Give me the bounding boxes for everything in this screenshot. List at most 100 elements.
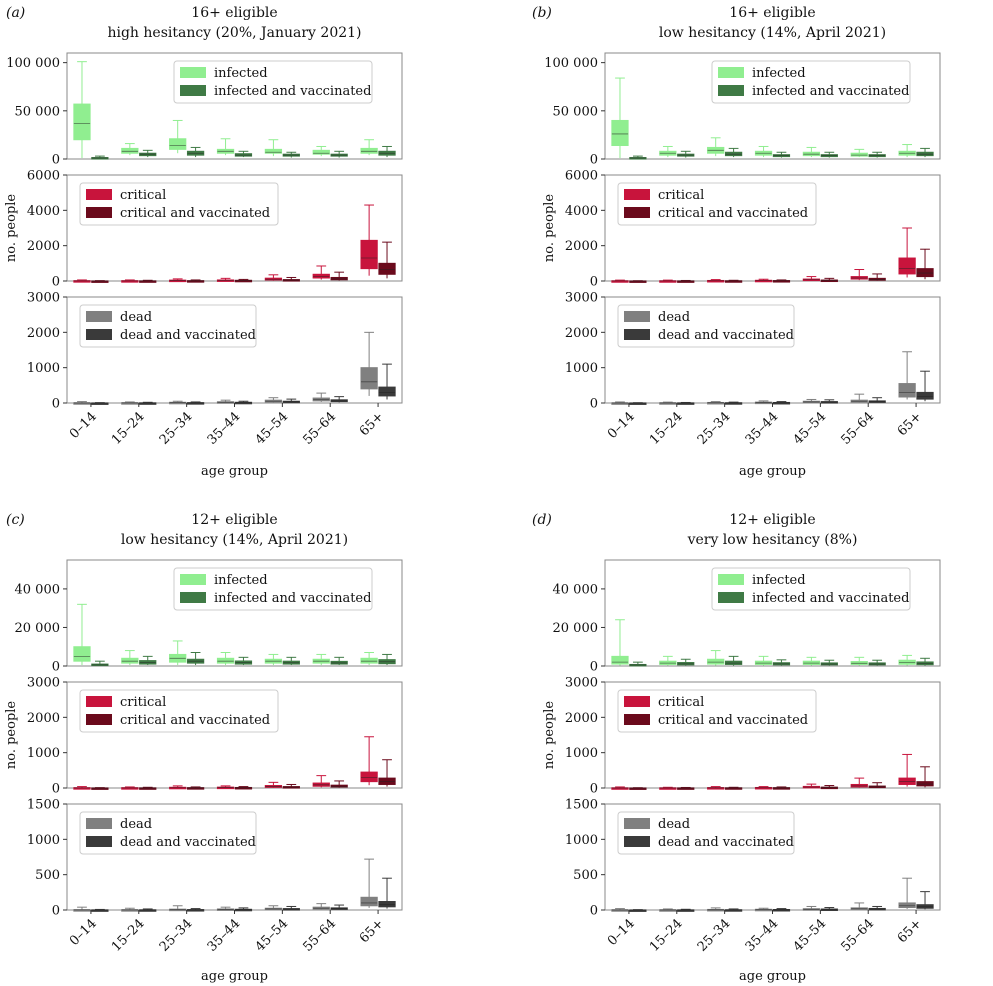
y-tick-label: 2000 [565, 326, 598, 341]
x-tick-label: 15–24 [647, 916, 686, 955]
y-tick-label: 4000 [27, 204, 60, 219]
row-infected: 0 50 000 100 000 infected infected and vacci… [6, 52, 403, 168]
y-tick-label: 2000 [27, 239, 60, 254]
box [360, 147, 378, 154]
legend: infected infected and vaccinated [711, 567, 911, 611]
legend: infected infected and vaccinated [711, 60, 911, 104]
y-tick-label: 50 000 [15, 104, 61, 119]
y-tick-label: 1000 [565, 833, 598, 848]
box [378, 386, 396, 397]
legend-swatch [180, 592, 206, 603]
legend-label: critical and vaccinated [658, 206, 808, 221]
y-tick-label: 1500 [565, 798, 598, 813]
box [73, 646, 91, 662]
legend-label: dead [120, 310, 152, 325]
x-tick-label: 25–34 [695, 409, 734, 448]
row-critical: 0 2000 4000 6000 critical critical and vaccin… [27, 169, 403, 290]
box [850, 152, 868, 157]
legend-swatch [624, 207, 650, 218]
box [360, 896, 378, 907]
axes-frame [66, 681, 403, 789]
legend-label: critical and vaccinated [120, 713, 270, 728]
series-dead-vaccinated [629, 370, 934, 405]
x-tick-label: 0–14 [67, 916, 100, 949]
y-tick-label: 3000 [27, 676, 60, 691]
legend-label: dead [658, 310, 690, 325]
y-tick-label: 6000 [565, 169, 598, 184]
legend-label: dead and vaccinated [658, 835, 794, 850]
y-axis-label: no. people [542, 701, 557, 770]
legend: dead dead and vaccinated [79, 811, 257, 855]
box [916, 268, 934, 278]
x-tick-label: 35–44 [205, 916, 244, 955]
series-critical-vaccinated [91, 241, 396, 283]
panel-letter: (a) [6, 5, 25, 21]
x-tick-label: 25–34 [157, 409, 196, 448]
legend-frame [173, 567, 373, 611]
legend-label: infected and vaccinated [214, 84, 371, 99]
legend: dead dead and vaccinated [617, 811, 795, 855]
y-tick-label: 1000 [27, 833, 60, 848]
legend-frame [79, 689, 279, 733]
legend-swatch [86, 836, 112, 847]
legend-swatch [624, 329, 650, 340]
series-dead-vaccinated [91, 363, 396, 405]
box [916, 391, 934, 400]
x-tick-label: 55–64 [838, 916, 877, 955]
box [360, 771, 378, 783]
legend-label: dead [658, 817, 690, 832]
series-critical-vaccinated [629, 248, 934, 283]
y-tick-label: 1000 [27, 361, 60, 376]
legend-frame [711, 567, 911, 611]
row-infected: 0 20 000 40 000 infected infected and vaccin… [15, 559, 403, 675]
x-tick-label: 35–44 [743, 409, 782, 448]
series-critical-vaccinated [629, 766, 934, 790]
legend-swatch [624, 714, 650, 725]
panel-letter: (b) [532, 5, 552, 21]
series-infected [611, 77, 916, 159]
legend-label: infected and vaccinated [752, 591, 909, 606]
legend-frame [617, 304, 795, 348]
y-tick-label: 0 [52, 782, 60, 797]
y-tick-label: 0 [590, 275, 598, 290]
series-critical [73, 204, 378, 283]
box [73, 103, 91, 141]
y-tick-label: 1000 [565, 746, 598, 761]
row-critical: 0 1000 2000 3000 critical critical and vaccin… [565, 676, 941, 797]
x-axis-label: age group [201, 464, 268, 479]
panel-subtitle: low hesitancy (14%, April 2021) [659, 25, 886, 41]
y-tick-label: 0 [590, 397, 598, 412]
legend: critical critical and vaccinated [79, 182, 279, 226]
y-tick-label: 2000 [27, 711, 60, 726]
panel-title: 16+ eligible [729, 5, 815, 21]
y-tick-label: 3000 [565, 676, 598, 691]
x-tick-label: 35–44 [205, 409, 244, 448]
row-dead: 0 1000 2000 3000 dead dead and vaccinated 0–14… [27, 291, 403, 448]
y-tick-label: 0 [52, 397, 60, 412]
axes-frame [604, 559, 941, 667]
legend-label: critical [120, 188, 166, 203]
box [360, 367, 378, 390]
legend-label: dead and vaccinated [120, 328, 256, 343]
legend-swatch [718, 67, 744, 78]
box [898, 383, 916, 398]
y-axis-label: no. people [4, 701, 19, 770]
row-infected: 0 50 000 100 000 infected infected and vacci… [544, 52, 941, 168]
y-tick-label: 0 [52, 660, 60, 675]
row-critical: 0 2000 4000 6000 critical critical and vaccin… [565, 169, 941, 290]
legend-frame [79, 304, 257, 348]
legend-swatch [86, 207, 112, 218]
x-tick-label: 15–24 [109, 409, 148, 448]
y-tick-label: 6000 [27, 169, 60, 184]
y-tick-label: 0 [52, 153, 60, 168]
box [378, 262, 396, 275]
legend-frame [617, 182, 817, 226]
series-critical-vaccinated [91, 759, 396, 790]
box [169, 138, 187, 150]
x-tick-label: 0–14 [605, 916, 638, 949]
legend-label: dead and vaccinated [120, 835, 256, 850]
legend-swatch [86, 189, 112, 200]
panel-subtitle: low hesitancy (14%, April 2021) [121, 532, 348, 548]
series-critical [73, 736, 378, 790]
x-axis-label: age group [201, 969, 268, 984]
